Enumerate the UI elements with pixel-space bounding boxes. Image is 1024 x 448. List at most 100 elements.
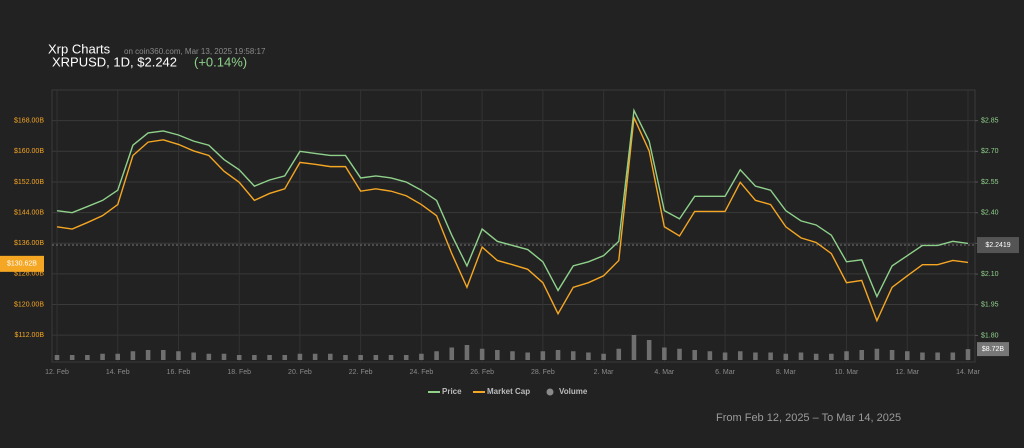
volume-bar [297,353,303,360]
cap-marker-label: $130.62B [7,261,37,268]
chart-subtitle: on coin360.com, Mar 13, 2025 19:58:17 [124,47,266,56]
x-tick-label: 20. Feb [288,369,312,376]
series-line [56,108,969,299]
legend-label: Volume [559,387,588,396]
volume-marker-label: $8.72B [982,346,1005,353]
volume-bar [874,348,880,360]
volume-bar [586,352,591,360]
volume-bar [252,355,257,360]
legend-label: Market Cap [487,387,530,396]
x-tick-label: 2. Mar [594,369,615,376]
volume-bar [601,353,606,360]
cap-marker [0,255,44,272]
y2-tick-label: $2.55 [981,179,999,186]
volume-bar [191,352,196,360]
x-tick-label: 28. Feb [531,369,555,376]
volume-bar [267,355,272,360]
y-tick-label: $160.00B [14,148,44,155]
plot-border [51,89,976,363]
volume-bar [920,352,925,360]
volume-bar [707,351,713,360]
volume-bar [115,353,121,360]
volume-bar [373,355,379,360]
volume-bar [904,351,910,360]
series-line [56,114,969,323]
x-tick-label: 14. Feb [106,369,130,376]
volume-bar [434,351,439,360]
volume-bar [206,353,212,360]
volume-bar [525,352,530,360]
volume-bar [479,348,485,360]
volume-bar [510,351,515,360]
y-tick-label: $120.00B [14,301,44,308]
y-tick-label: $136.00B [14,240,44,247]
x-tick-label: 12. Mar [895,369,919,376]
volume-bar [935,352,940,360]
y2-tick-label: $1.95 [981,302,999,309]
price-change: (+0.14%) [194,54,247,69]
volume-bar [449,347,455,360]
volume-bar [358,355,363,360]
volume-bar [555,350,561,360]
volume-bar [662,347,667,360]
y2-tick-label: $2.85 [981,118,999,125]
x-tick-label: 22. Feb [349,369,373,376]
volume-bar [130,351,136,360]
volume-bar [753,352,758,360]
legend-item[interactable]: Volume [546,387,588,396]
y-tick-label: $128.00B [14,271,44,278]
volume-bar [403,355,409,360]
volume-bar [783,353,789,360]
x-tick-label: 6. Mar [715,369,736,376]
x-tick-label: 8. Mar [776,369,797,376]
volume-bar [631,335,637,360]
x-tick-label: 12. Feb [45,369,69,376]
volume-bar [69,355,75,360]
volume-marker [977,342,1009,357]
x-tick-label: 4. Mar [654,369,675,376]
symbol-line: XRPUSD, 1D, $2.242 [52,54,177,69]
volume-bar [85,355,90,360]
volume-bar [692,350,697,360]
chart-title: Xrp Charts [48,41,111,56]
volume-bar [464,345,470,360]
volume-bar [616,348,622,360]
volume-bar [570,351,576,360]
volume-bar [495,350,500,360]
y2-tick-label: $2.10 [981,271,999,278]
volume-bar [950,352,956,360]
volume-bar [540,351,546,360]
date-range: From Feb 12, 2025 – To Mar 14, 2025 [716,412,901,424]
volume-bar [236,355,242,360]
y2-tick-label: $2.70 [981,148,999,155]
volume-bar [388,355,394,360]
y-tick-label: $168.00B [14,117,44,124]
volume-bar [768,352,773,360]
volume-bar [419,353,424,360]
legend-item[interactable]: Market Cap [473,387,530,396]
legend-label: Price [442,387,462,396]
volume-bar [343,355,348,360]
volume-bar [844,351,849,360]
y-tick-label: $144.00B [14,209,44,216]
volume-bar [145,350,151,360]
volume-bar [813,353,819,360]
volume-bar [312,353,318,360]
x-tick-label: 16. Feb [167,369,191,376]
volume-bar [176,351,181,360]
volume-bar [722,352,728,360]
volume-bar [859,350,864,360]
volume-bar [829,353,834,360]
price-marker [977,237,1019,254]
volume-bar [161,350,166,360]
x-tick-label: 26. Feb [470,369,494,376]
volume-bar [677,348,682,360]
legend-swatch [546,388,554,396]
volume-bar [798,352,804,360]
legend-item[interactable]: Price [428,387,462,396]
price-marker-label: $2.2419 [985,242,1010,249]
y-tick-label: $152.00B [14,179,44,186]
